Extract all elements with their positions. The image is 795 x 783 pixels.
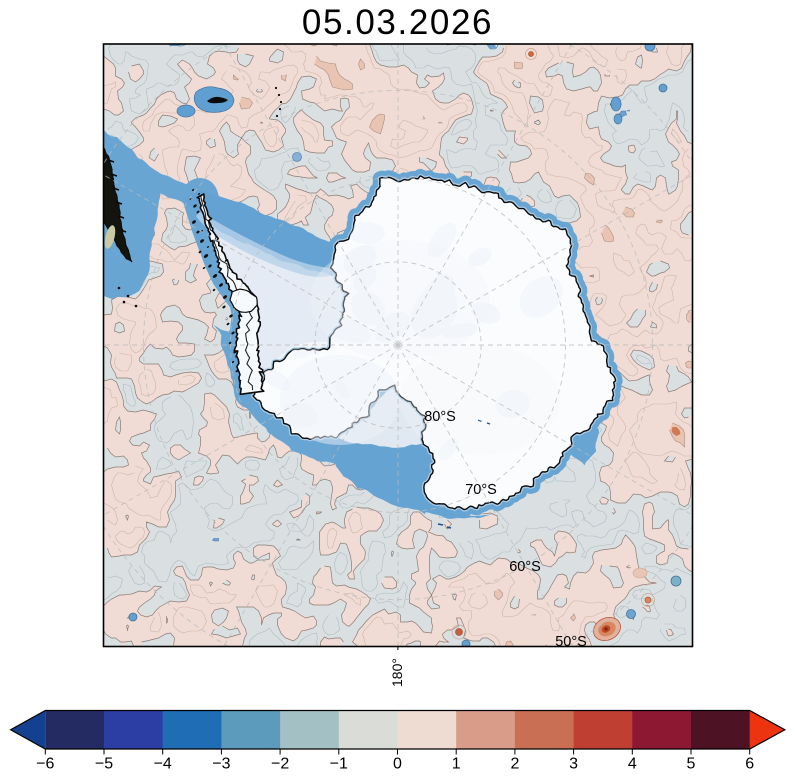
svg-text:3: 3 xyxy=(569,756,578,773)
svg-text:2: 2 xyxy=(510,756,519,773)
svg-text:4: 4 xyxy=(628,756,637,773)
svg-text:60°S: 60°S xyxy=(509,559,541,575)
svg-text:5: 5 xyxy=(687,756,696,773)
svg-text:−4: −4 xyxy=(154,756,172,773)
svg-text:6: 6 xyxy=(745,756,754,773)
svg-text:0: 0 xyxy=(393,756,402,773)
svg-text:−5: −5 xyxy=(95,756,113,773)
svg-text:−1: −1 xyxy=(330,756,348,773)
svg-text:−3: −3 xyxy=(212,756,230,773)
svg-text:50°S: 50°S xyxy=(555,634,587,650)
svg-text:−6: −6 xyxy=(36,756,54,773)
svg-text:−2: −2 xyxy=(271,756,289,773)
svg-text:70°S: 70°S xyxy=(465,482,497,498)
svg-text:180°: 180° xyxy=(389,658,405,687)
svg-text:80°S: 80°S xyxy=(424,409,456,425)
svg-text:1: 1 xyxy=(452,756,461,773)
